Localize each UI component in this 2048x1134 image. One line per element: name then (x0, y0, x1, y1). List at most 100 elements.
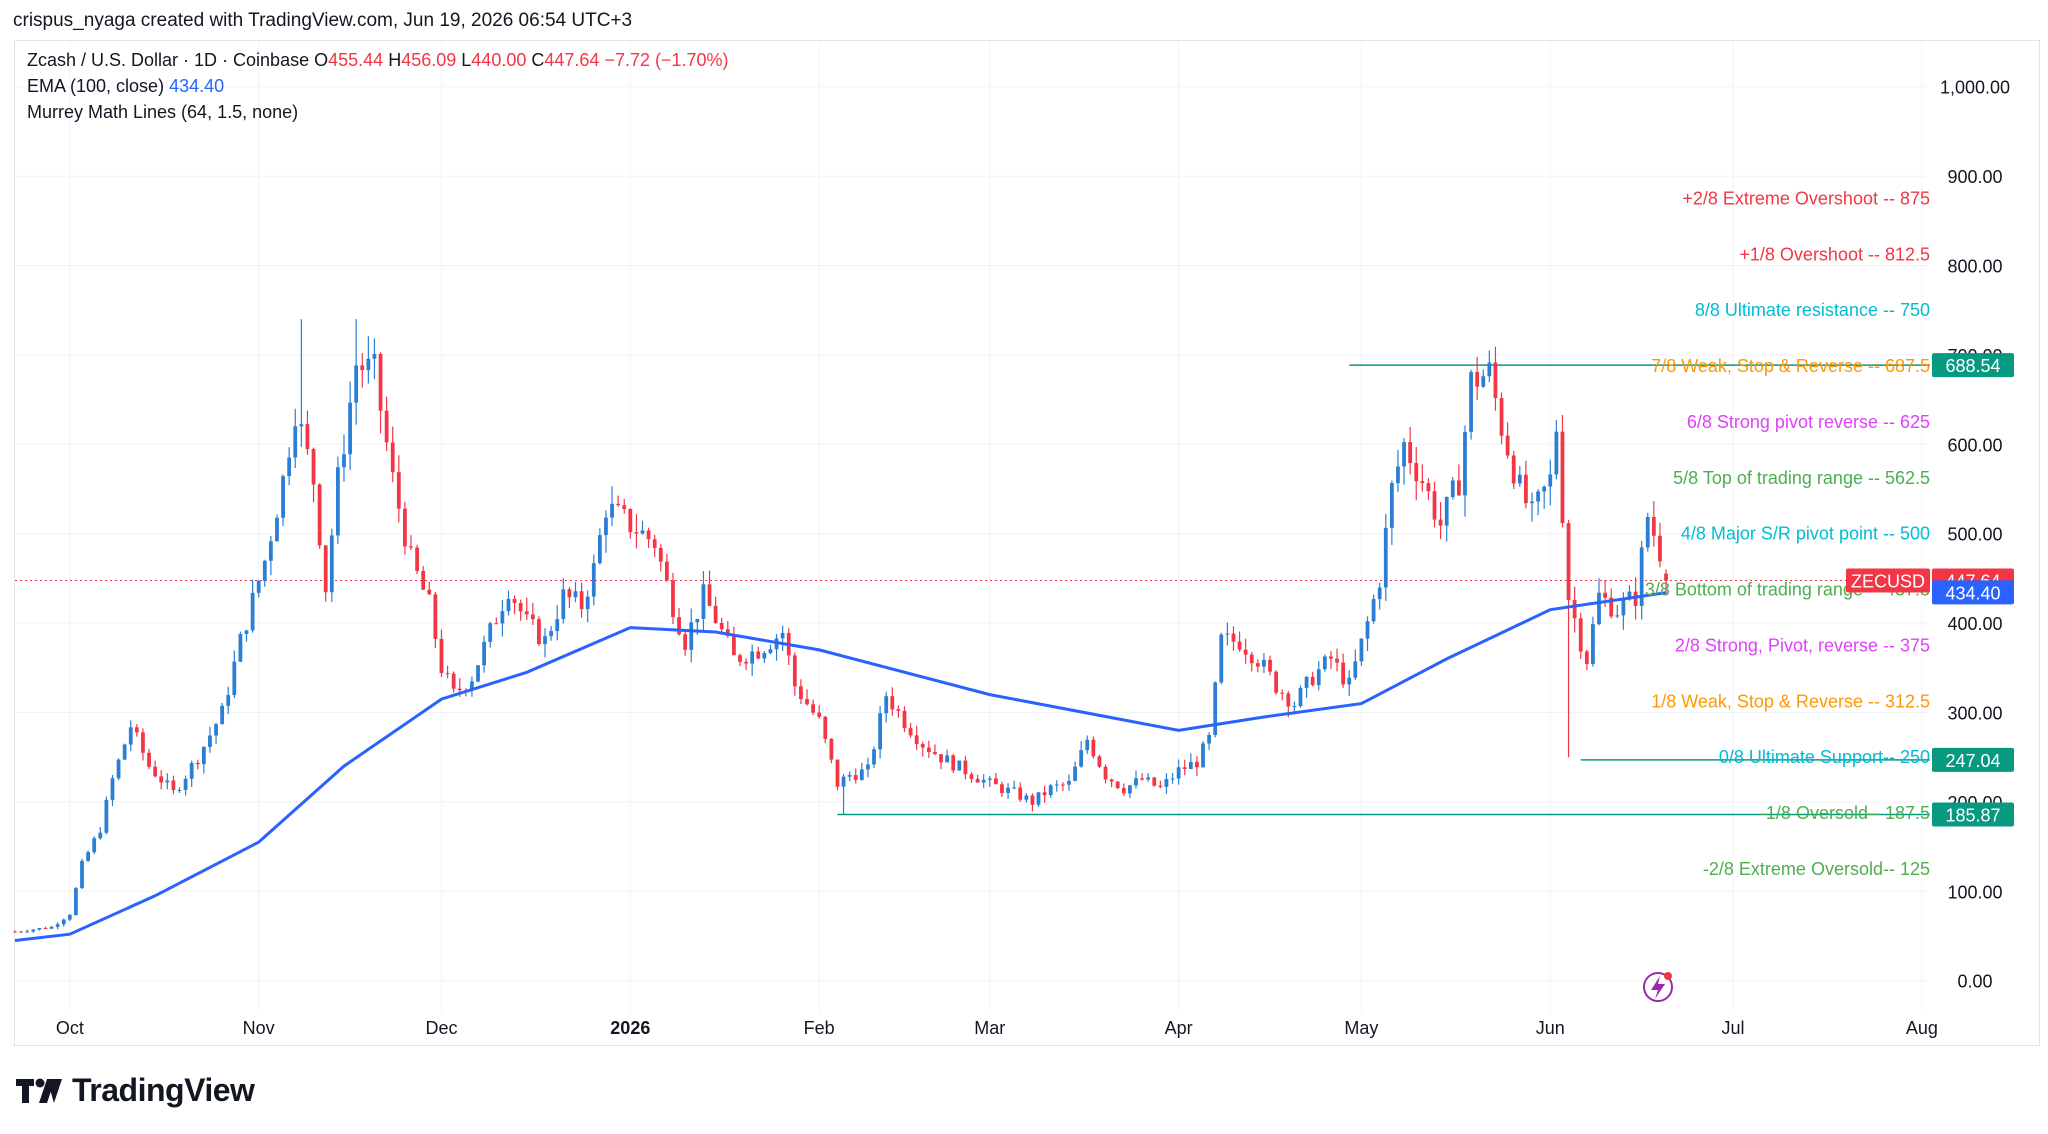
murrey-label-6: 4/8 Major S/R pivot point -- 500 (1681, 524, 1930, 544)
candle-body (1664, 573, 1668, 581)
candle-body (543, 636, 547, 645)
candle-body (86, 852, 90, 861)
y-tick-label-8: 800.00 (1947, 257, 2002, 277)
legend-ema-value: 434.40 (169, 76, 225, 96)
candle-body (421, 570, 426, 590)
candle-body (396, 472, 401, 509)
candle-body (1499, 398, 1504, 436)
murrey-label-12: -2/8 Extreme Oversold-- 125 (1703, 859, 1930, 879)
candle-body (1109, 779, 1114, 782)
y-tick-label-6: 600.00 (1947, 435, 2002, 455)
x-tick-label-5: Mar (974, 1018, 1005, 1038)
candle-body (890, 696, 895, 710)
candle-body (1237, 641, 1242, 650)
price-chart[interactable]: 0.00100.00200.00300.00400.00500.00600.00… (0, 0, 2048, 1060)
candle-body (238, 633, 243, 662)
candle-body (128, 727, 133, 745)
legend-low-label: L (461, 50, 472, 70)
candle-body (226, 695, 231, 706)
candle-body (506, 599, 511, 612)
x-tick-label-2: Dec (425, 1018, 457, 1038)
candle-body (1554, 431, 1559, 475)
candle-body (555, 619, 560, 632)
candle-body (1578, 618, 1583, 652)
candle-body (738, 655, 742, 662)
candle-body (939, 754, 943, 763)
candle-body (1140, 778, 1144, 780)
candle-body (1481, 376, 1486, 387)
candle-body (1560, 431, 1565, 524)
candle-body (43, 928, 48, 930)
candle-body (859, 769, 864, 780)
candle-body (671, 580, 675, 618)
candle-body (713, 605, 718, 623)
candle-body (823, 716, 828, 739)
candle-body (183, 778, 188, 790)
candle-body (634, 532, 639, 534)
candle-body (1365, 621, 1370, 639)
candle-body (732, 635, 736, 656)
legend-ema-label: EMA (100, close) (27, 76, 165, 96)
candle-body (1542, 486, 1547, 492)
candle-body (13, 931, 17, 933)
candle-body (1268, 659, 1272, 672)
candle-body (31, 929, 36, 932)
candle-body (524, 611, 529, 615)
legend-ema-row[interactable]: EMA (100, close) 434.40 (27, 76, 224, 97)
legend-close: 447.64 (544, 50, 600, 70)
candle-body (98, 832, 103, 839)
tradingview-logo-text: TradingView (72, 1072, 255, 1108)
candle-body (1658, 535, 1662, 562)
candle-body (750, 651, 755, 664)
candle-body (597, 535, 602, 564)
candle-body (427, 589, 432, 595)
candle-body (1530, 501, 1534, 504)
candle-body (561, 589, 566, 620)
legend-symbol-row[interactable]: Zcash / U.S. Dollar · 1D · Coinbase O455… (27, 50, 729, 71)
candle-body (1487, 362, 1492, 377)
candle-body (652, 539, 657, 548)
candle-body (488, 623, 493, 642)
candle-body (104, 799, 109, 833)
ema-line (14, 591, 1667, 942)
candle-body (1286, 693, 1291, 707)
candle-body (811, 704, 815, 713)
candle-body (1219, 634, 1224, 683)
candle-body (1603, 592, 1607, 598)
candle-body (792, 655, 797, 687)
candle-body (433, 594, 438, 639)
candle-body (342, 454, 346, 468)
candle-body (585, 596, 590, 610)
candle-body (1383, 527, 1388, 588)
murrey-label-8: 2/8 Strong, Pivot, reverse -- 375 (1675, 635, 1930, 655)
candle-body (134, 727, 139, 733)
candle-body (799, 686, 803, 700)
x-tick-label-3: 2026 (610, 1018, 650, 1038)
murrey-label-5: 5/8 Top of trading range -- 562.5 (1673, 468, 1930, 488)
candle-body (1000, 784, 1004, 793)
candle-body (1371, 599, 1376, 622)
legend-high: 456.09 (401, 50, 457, 70)
candle-body (1091, 739, 1096, 757)
chart-caption: crispus_nyaga created with TradingView.c… (13, 10, 633, 31)
candle-body (628, 509, 633, 533)
candle-body (1566, 523, 1571, 600)
candle-body (1322, 656, 1327, 670)
candle-body (482, 641, 487, 666)
candle-body (1426, 483, 1431, 492)
candle-body (275, 517, 279, 542)
murrey-label-9: 1/8 Weak, Stop & Reverse -- 312.5 (1651, 691, 1930, 711)
candle-body (1402, 442, 1406, 467)
candle-body (116, 759, 121, 779)
legend-murrey-row[interactable]: Murrey Math Lines (64, 1.5, none) (27, 102, 298, 123)
tradingview-logo[interactable]: TradingView (16, 1072, 255, 1109)
x-tick-label-8: Jun (1536, 1018, 1565, 1038)
candle-body (1188, 761, 1193, 770)
candle-body (354, 365, 359, 403)
candle-body (1042, 792, 1047, 796)
price-label-0: 688.54 (1945, 356, 2000, 376)
candle-body (384, 410, 389, 443)
candle-body (622, 505, 627, 510)
candle-body (762, 652, 767, 659)
candle-body (579, 591, 584, 610)
